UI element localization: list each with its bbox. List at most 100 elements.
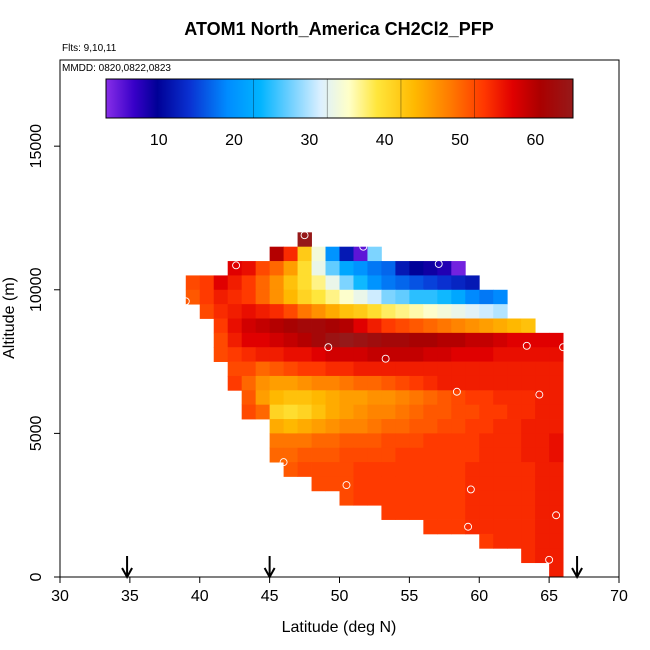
heatmap-cell [493,332,508,348]
heatmap-cell [283,462,298,477]
sample-marker [452,387,461,396]
heatmap-cell [311,476,326,492]
heatmap-cell [325,318,340,334]
heatmap-cell [395,490,410,506]
heatmap-cell [227,375,243,391]
heatmap-cell [367,390,382,406]
heatmap-cell [479,347,494,362]
heatmap-cell [199,289,215,305]
heatmap-cell [493,447,508,463]
heatmap-cell [325,375,340,391]
heatmap-cell [479,476,494,492]
heatmap-cell [381,304,396,319]
heatmap-cell [241,347,257,362]
heatmap-cell [451,390,466,406]
heatmap-cell [325,433,340,449]
heatmap-cell [409,289,424,305]
heatmap-cell [311,433,326,449]
heatmap-cell [255,289,271,305]
heatmap-cell [549,347,564,362]
heatmap-cell [283,447,298,463]
heatmap-cell [381,433,396,449]
heatmap-cell [409,419,424,434]
heatmap-cell [479,447,494,463]
sample-marker [232,261,241,270]
heatmap-cell [479,462,494,477]
heatmap-cell [521,419,536,434]
heatmap-cell [437,275,452,291]
heatmap-cell [521,548,536,564]
heatmap-cell [549,433,564,449]
heatmap-cell [325,347,340,362]
heatmap-cell [241,404,257,420]
chart-title: ATOM1 North_America CH2Cl2_PFP [184,19,493,39]
heatmap-cell [241,275,257,291]
heatmap-cell [367,332,382,348]
heatmap-cell [493,318,508,334]
heatmap-cell [311,375,326,391]
heatmap-cell [353,289,368,305]
heatmap-cell [521,361,536,377]
heatmap-cell [241,318,257,334]
heatmap-cell [493,433,508,449]
heatmap-cell [339,375,354,391]
heatmap-cell [227,347,243,362]
heatmap-cell [437,447,452,463]
heatmap-cells [185,232,564,578]
flight-arrow-head [121,567,133,580]
heatmap-cell [535,390,550,406]
heatmap-cell [507,361,522,377]
heatmap-cell [437,419,452,434]
heatmap-cell [353,390,368,406]
heatmap-cell [241,390,257,406]
heatmap-cell [367,246,382,262]
sample-marker [342,481,351,490]
x-tick-label: 35 [121,588,139,605]
heatmap-cell [297,462,312,477]
heatmap-cell [507,404,522,420]
x-tick-label: 65 [540,588,558,605]
heatmap-cell [381,447,396,463]
heatmap-cell [381,505,396,520]
heatmap-cell [521,462,536,477]
heatmap-cell [255,347,271,362]
heatmap-cell [283,361,298,377]
heatmap-cell [521,375,536,391]
heatmap-cell [241,361,257,377]
heatmap-cell [311,361,326,377]
heatmap-cell [325,261,340,276]
heatmap-cell [381,261,396,276]
heatmap-cell [549,505,564,520]
heatmap-cell [465,318,480,334]
heatmap-cell [521,533,536,549]
heatmap-cell [535,332,550,348]
heatmap-cell [437,519,452,535]
heatmap-cell [409,304,424,319]
heatmap-cell [241,375,257,391]
flight-markers [121,556,583,580]
heatmap-cell [507,476,522,492]
colorbar-tick-label: 60 [526,132,544,149]
heatmap-cell [339,304,354,319]
x-tick-label: 30 [51,588,69,605]
heatmap-cell [521,476,536,492]
heatmap-cell [549,533,564,549]
heatmap-cell [535,533,550,549]
heatmap-cell [339,390,354,406]
heatmap-cell [339,490,354,506]
colorbar-tick-label: 20 [225,132,243,149]
heatmap-cell [311,419,326,434]
heatmap-cell [437,490,452,506]
heatmap-cell [297,347,312,362]
heatmap-cell [465,404,480,420]
heatmap-cell [437,390,452,406]
heatmap-cell [465,476,480,492]
heatmap-cell [465,304,480,319]
heatmap-cell [367,304,382,319]
heatmap-cell [409,361,424,377]
heatmap-cell [479,519,494,535]
heatmap-cell [493,289,508,305]
heatmap-cell [493,476,508,492]
colorbar-tick-label: 50 [451,132,469,149]
heatmap-cell [521,490,536,506]
